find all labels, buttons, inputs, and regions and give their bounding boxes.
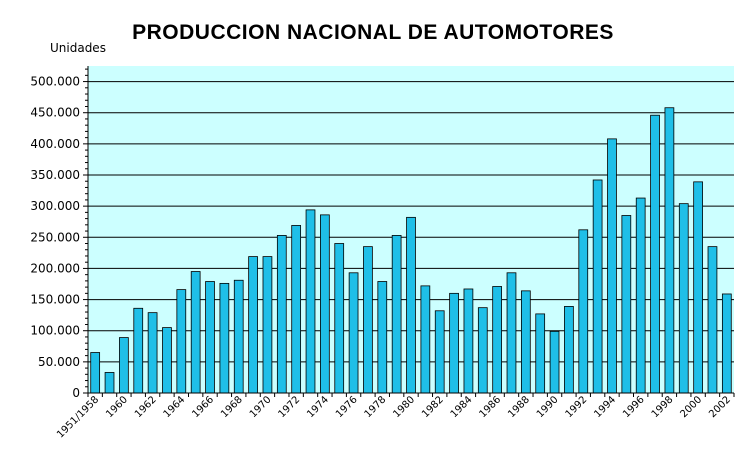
y-tick-label: 50.000 [38, 355, 80, 369]
bar-1966 [205, 281, 215, 394]
x-tick-label: 1986 [477, 394, 503, 420]
bar-1987 [506, 272, 517, 394]
y-tick-label: 150.000 [30, 293, 80, 307]
bar-1959 [104, 372, 115, 394]
x-tick-label: 1994 [592, 394, 618, 420]
bar-1976 [348, 272, 359, 394]
bar-1967 [219, 282, 230, 394]
bar-1972 [291, 225, 302, 394]
bar-1999 [678, 203, 689, 394]
bar-1970 [262, 256, 273, 394]
x-tick-label: 1968 [219, 394, 245, 420]
bar-1979 [391, 235, 402, 394]
bar-1982 [434, 310, 445, 394]
bar-1990 [549, 330, 560, 394]
y-tick-label: 500.000 [30, 75, 80, 89]
bar-2001 [707, 246, 718, 394]
x-tick-label: 1974 [305, 394, 331, 420]
y-tick-label: 400.000 [30, 137, 80, 151]
x-tick-label: 1978 [363, 394, 389, 420]
bar-1984 [463, 288, 474, 394]
bar-1983 [449, 292, 459, 394]
y-tick-label: 200.000 [30, 261, 80, 275]
bar-1971 [276, 235, 287, 394]
bar-1993 [592, 179, 603, 394]
x-tick-label: 1951/1958 [55, 394, 101, 440]
bar-1980 [406, 216, 416, 394]
bar-1965 [190, 271, 201, 394]
bar-1988 [520, 290, 531, 394]
x-tick-label: 1962 [133, 394, 159, 420]
bar-1986 [492, 286, 502, 394]
bar-2002 [721, 293, 732, 394]
y-tick-label: 350.000 [30, 168, 80, 182]
x-tick-label: 1990 [535, 394, 561, 420]
x-tick-label: 1982 [420, 394, 446, 420]
x-tick-label: 1998 [650, 394, 676, 420]
x-tick-label: 1988 [506, 394, 532, 420]
bar-1964 [176, 289, 187, 394]
y-tick-label: 450.000 [30, 106, 80, 120]
x-ticks: 1951/1958 1960 1962 1964 1966 1968 1970 1972 197… [55, 393, 735, 441]
bar-1973 [305, 209, 316, 394]
bar-1963 [162, 327, 172, 394]
y-tick-label: 250.000 [30, 230, 80, 244]
x-tick-label: 1976 [334, 394, 360, 420]
x-tick-label: 1964 [162, 394, 188, 420]
bar-1961 [133, 307, 144, 394]
bar-1969 [248, 256, 258, 394]
axes [87, 66, 734, 394]
bar-1994 [607, 138, 617, 394]
bar-1997 [650, 114, 660, 394]
x-tick-label: 2000 [678, 394, 704, 420]
x-tick-label: 1984 [449, 394, 475, 420]
bar-1995 [621, 215, 632, 394]
bar-1968 [233, 279, 244, 394]
bar-2000 [693, 181, 703, 394]
bar-1992 [578, 229, 589, 394]
bar-1975 [334, 243, 345, 394]
y-ticks: 0 50.000 100.000 150.000 200.000 250.000 300.0… [30, 68, 88, 400]
bar-1991 [564, 306, 574, 394]
y-axis-label: Unidades [50, 41, 106, 55]
bar-1960 [119, 337, 129, 394]
x-tick-label: 1980 [391, 394, 417, 420]
x-tick-label: 1972 [277, 394, 303, 420]
bar-1977 [363, 246, 373, 394]
bar-1996 [635, 197, 646, 394]
bar-1951/1958 [90, 352, 101, 394]
x-tick-label: 1966 [190, 394, 216, 420]
bar-1998 [664, 107, 675, 394]
bar-1989 [535, 313, 546, 394]
bar-1974 [320, 214, 330, 394]
x-tick-label: 1996 [621, 394, 647, 420]
x-tick-label: 2002 [707, 394, 733, 420]
y-tick-label: 100.000 [30, 324, 80, 338]
x-tick-label: 1960 [104, 394, 130, 420]
y-tick-label: 300.000 [30, 199, 80, 213]
bar-1962 [147, 312, 158, 394]
x-tick-label: 1970 [248, 394, 274, 420]
x-tick-label: 1992 [564, 394, 590, 420]
bar-1978 [377, 281, 388, 394]
chart-title: PRODUCCION NACIONAL DE AUTOMOTORES [132, 21, 614, 44]
y-tick-label: 0 [72, 386, 80, 400]
bar-1985 [477, 307, 488, 394]
bar-1981 [420, 285, 431, 394]
